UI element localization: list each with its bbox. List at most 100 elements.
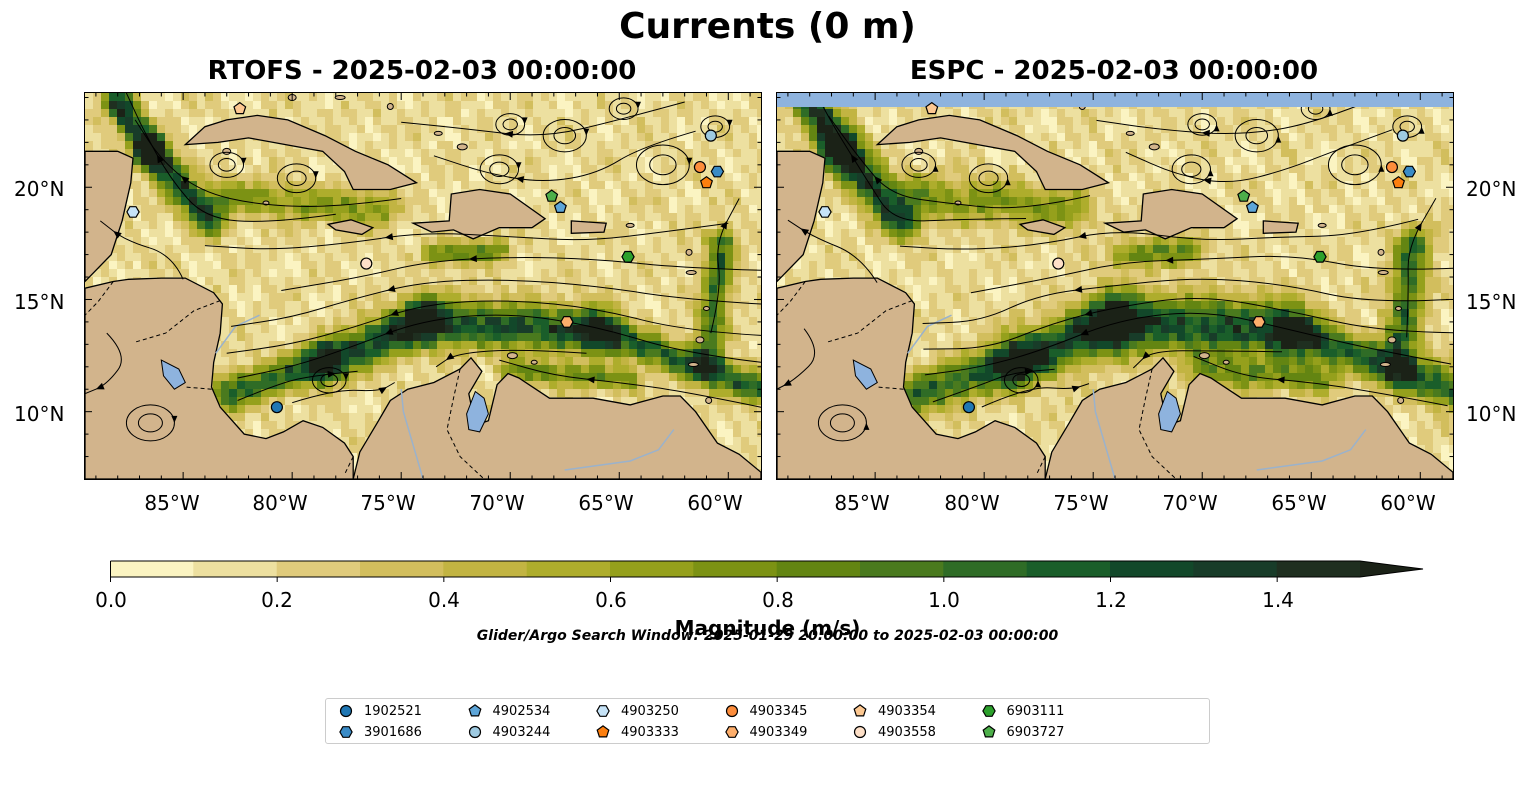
lat-label-15n-right: 15°N (1466, 290, 1517, 314)
flow-arrow (635, 101, 641, 109)
float-legend: 1902521 3901686 4902534 4903244 4903250 49033… (325, 698, 1210, 744)
legend-marker-4902534 (467, 704, 482, 717)
streamline (923, 297, 1453, 350)
legend-marker-icon (853, 704, 867, 717)
eddy-streamline (901, 151, 937, 178)
streamline (433, 130, 696, 182)
flow-arrow (1414, 222, 1422, 232)
land-hispaniola (1102, 188, 1239, 240)
float-marker-6903111 (621, 250, 635, 263)
eddy-streamline (209, 151, 245, 178)
flow-arrow (504, 130, 514, 138)
frame-ticks (85, 93, 761, 479)
small-island (1379, 362, 1391, 368)
land-central-america (85, 277, 354, 479)
frame-ticks (777, 93, 1453, 479)
legend-marker-4903354 (853, 704, 867, 717)
float-marker-4903345 (1385, 160, 1399, 174)
small-island (456, 143, 468, 151)
flow-arrow (1275, 135, 1282, 143)
legend-label: 4903354 (878, 703, 936, 719)
float-marker-4903349 (560, 316, 574, 328)
lat-label-20n-right: 20°N (1466, 177, 1517, 201)
legend-label: 4903345 (749, 703, 808, 719)
eddy-streamline (615, 102, 632, 115)
river-line (1256, 429, 1367, 471)
lon-label-65w-right: 65°W (1271, 491, 1327, 515)
small-island (1222, 359, 1230, 365)
eddy-streamline (1245, 127, 1269, 145)
flow-arrow (240, 157, 247, 165)
colorbar-tick-6: 1.2 (1095, 588, 1127, 612)
flow-arrow (1071, 385, 1081, 393)
float-marker-1902521 (270, 401, 283, 414)
legend-marker-4903244 (468, 725, 481, 739)
legend-label: 4903244 (492, 724, 551, 740)
legend-item-4903354: 4903354 (852, 702, 936, 720)
colorbar-segment (860, 561, 944, 577)
figure-title: Currents (0 m) (619, 6, 916, 47)
float-marker-4903250 (818, 206, 832, 218)
lon-label-75w-right: 75°W (1053, 491, 1109, 515)
colorbar-tick-0: 0.0 (95, 588, 127, 612)
legend-item-6903111: 6903111 (981, 702, 1064, 720)
country-border (85, 281, 114, 316)
eddy-streamline (217, 158, 236, 172)
float-marker-4903244 (704, 129, 717, 142)
streamline (815, 93, 1027, 222)
eddy-streamline (553, 127, 577, 145)
eddy-streamline (320, 373, 339, 388)
eddy-streamline (817, 404, 867, 442)
streamline (226, 300, 761, 354)
land-cuba (875, 114, 1111, 191)
flow-arrow (445, 352, 455, 361)
flow-arrow (1080, 328, 1089, 336)
lake-nicaragua (160, 359, 186, 390)
streamline (922, 278, 1449, 324)
eddy-streamline (137, 413, 163, 433)
float-marker-4903250 (126, 206, 140, 218)
flow-arrow (1213, 124, 1220, 132)
land-puerto-rico (570, 220, 608, 234)
small-island (1377, 270, 1389, 276)
colorbar-segment (110, 561, 194, 577)
flow-arrow (113, 231, 122, 239)
flow-arrow (180, 176, 190, 184)
flow-arrow (586, 376, 595, 384)
legend-item-4903333: 4903333 (595, 723, 679, 741)
small-island (685, 248, 693, 256)
flow-arrow (515, 162, 522, 170)
streamline (924, 312, 1452, 376)
lat-label-20n: 20°N (14, 177, 65, 201)
flow-arrow (343, 373, 349, 381)
legend-label: 1902521 (364, 703, 422, 719)
small-island (687, 362, 699, 368)
colorbar-tick-2: 0.4 (428, 588, 460, 612)
legend-label: 4903250 (621, 703, 679, 719)
eddy-streamline (1187, 113, 1218, 136)
colorbar-segment (526, 561, 611, 577)
river-line (1092, 389, 1116, 479)
lon-label-80w: 80°W (252, 491, 308, 515)
river-line (907, 314, 952, 354)
streamlines (777, 93, 1453, 408)
float-marker-4903244 (1396, 129, 1409, 142)
lon-label-60w-right: 60°W (1380, 491, 1436, 515)
legend-item-4903345: 4903345 (724, 702, 808, 720)
flow-arrow (1276, 376, 1285, 384)
eddy-streamline (489, 161, 510, 178)
colorbar-segment (1110, 561, 1194, 577)
float-marker-1902521 (962, 401, 975, 414)
small-island (386, 102, 394, 110)
legend-marker-4903250 (596, 705, 610, 717)
legend-marker-icon (596, 705, 610, 717)
colorbar-segment (776, 561, 861, 577)
small-island (914, 147, 924, 155)
land-jamaica (326, 219, 375, 236)
colorbar-tick-1: 0.2 (261, 588, 293, 612)
flow-arrow (1418, 126, 1425, 134)
streamline (281, 257, 761, 291)
flow-arrow (686, 157, 693, 165)
float-marker-6903727 (1237, 189, 1251, 202)
streamline (237, 314, 761, 379)
